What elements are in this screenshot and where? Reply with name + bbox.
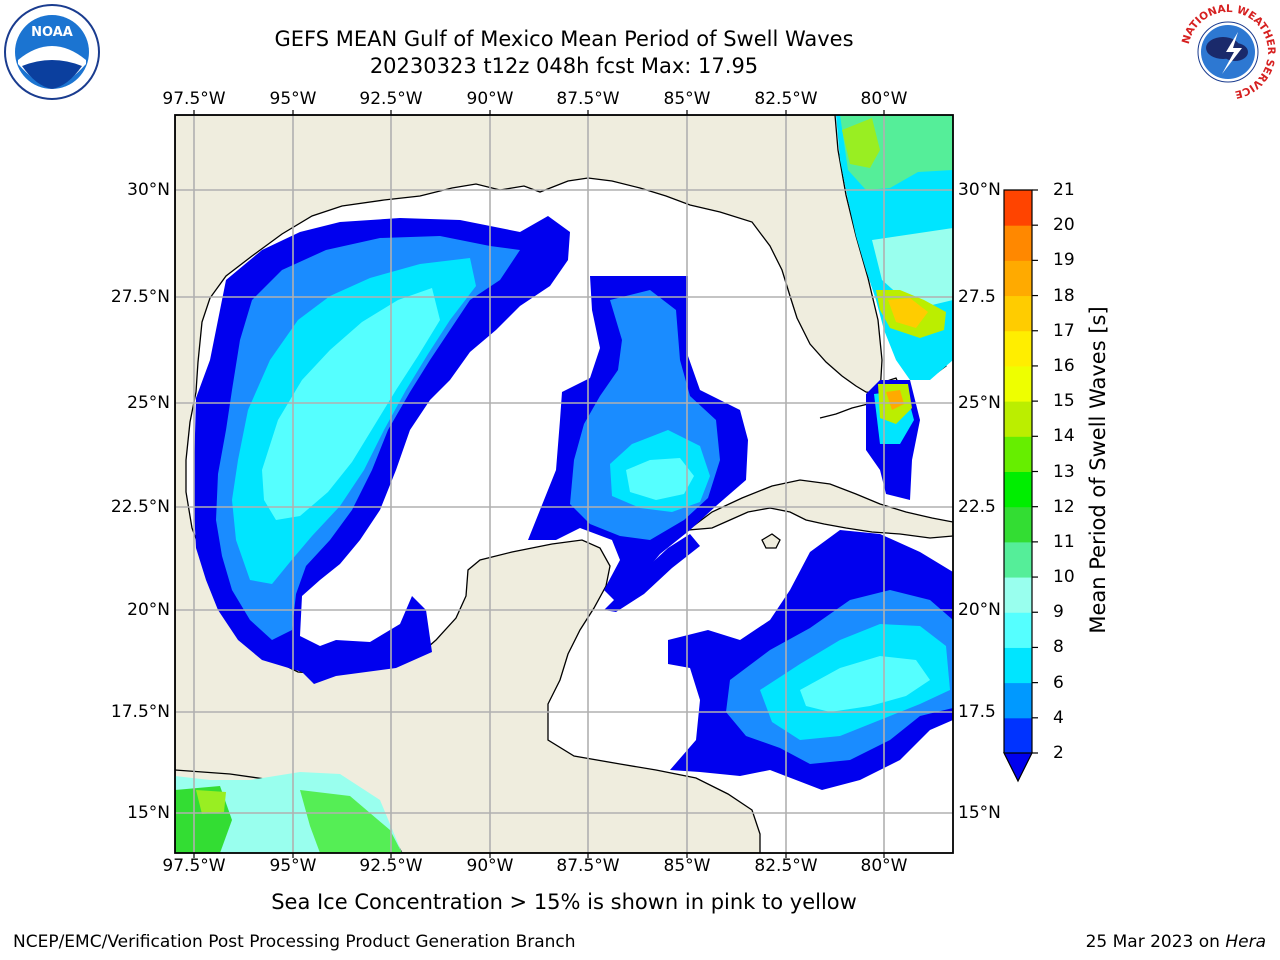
lon-label-top: 85°W bbox=[663, 89, 711, 109]
colorbar-tick-label: 9 bbox=[1053, 602, 1064, 623]
credit-host: Hera bbox=[1225, 932, 1266, 952]
swell-band-pacific-13 bbox=[196, 790, 226, 814]
lat-label-right: 27.5 bbox=[958, 287, 996, 307]
lat-label-right: 20°N bbox=[958, 600, 1001, 620]
swell-band-2-channel bbox=[604, 534, 700, 612]
colorbar-segment bbox=[1004, 682, 1032, 719]
lon-label-bottom: 92.5°W bbox=[359, 856, 423, 876]
colorbar-segment bbox=[1004, 295, 1032, 332]
colorbar-segment bbox=[1004, 401, 1032, 437]
colorbar-tick-label: 17 bbox=[1053, 320, 1075, 341]
land-cuba bbox=[685, 479, 953, 539]
swell-band-8-east bbox=[626, 458, 694, 500]
colorbar-segment bbox=[1004, 471, 1032, 508]
colorbar-segment bbox=[1004, 577, 1032, 613]
colorbar-tick-label: 13 bbox=[1053, 461, 1075, 482]
swell-field bbox=[175, 115, 953, 853]
lat-label-right: 15°N bbox=[958, 803, 1001, 823]
lon-label-top: 92.5°W bbox=[359, 89, 423, 109]
colorbar-segment bbox=[1004, 717, 1032, 754]
colorbar-tick-label: 21 bbox=[1053, 180, 1075, 200]
colorbar-tick-label: 10 bbox=[1053, 567, 1075, 588]
map-frame bbox=[174, 114, 954, 854]
swell-band-caribbean-8 bbox=[800, 656, 930, 712]
swell-band-straits-17 bbox=[886, 390, 904, 410]
colorbar-tick-label: 18 bbox=[1053, 285, 1075, 306]
colorbar-segment bbox=[1004, 541, 1032, 578]
lon-label-bottom: 95°W bbox=[269, 856, 317, 876]
colorbar-segment bbox=[1004, 436, 1032, 472]
noaa-logo: NOAA bbox=[2, 2, 102, 102]
colorbar-segment bbox=[1004, 647, 1032, 684]
graticule bbox=[175, 115, 953, 853]
swell-band-atlantic-9 bbox=[872, 228, 953, 306]
chart-subtitle: 20230323 t12z 048h fcst Max: 17.95 bbox=[369, 54, 759, 78]
lon-label-bottom: 87.5°W bbox=[556, 856, 620, 876]
lat-label-left: 25°N bbox=[127, 393, 170, 413]
colorbar-extend-arrow bbox=[1003, 752, 1033, 783]
lon-label-bottom: 85°W bbox=[663, 856, 711, 876]
colorbar-tick-label: 16 bbox=[1053, 355, 1075, 376]
colorbar-tick-label: 14 bbox=[1053, 426, 1075, 447]
lon-label-top: 80°W bbox=[860, 89, 908, 109]
lat-label-left: 20°N bbox=[127, 600, 170, 620]
lon-label-bottom: 97.5°W bbox=[162, 856, 226, 876]
lon-label-top: 82.5°W bbox=[754, 89, 818, 109]
lat-label-right: 17.5 bbox=[958, 702, 996, 722]
lat-label-right: 22.5 bbox=[958, 497, 996, 517]
colorbar-tick-label: 12 bbox=[1053, 496, 1075, 517]
colorbar-tick-label: 20 bbox=[1053, 215, 1075, 236]
lon-label-top: 90°W bbox=[466, 89, 514, 109]
noaa-logo-text: NOAA bbox=[31, 25, 73, 40]
colorbar-segment bbox=[1004, 190, 1032, 226]
swell-band-atlantic-13 bbox=[842, 118, 880, 168]
land-isla-juventud bbox=[761, 533, 781, 549]
swell-band-8-west bbox=[262, 288, 440, 520]
colorbar-tick-label: 11 bbox=[1053, 531, 1075, 552]
credit-date-text: 25 Mar 2023 on bbox=[1085, 932, 1220, 952]
colorbar-segment bbox=[1004, 330, 1032, 367]
nws-logo: NATIONAL WEATHER SERVICE bbox=[1178, 2, 1278, 102]
lat-label-right: 25°N bbox=[958, 393, 1001, 413]
lat-label-left: 30°N bbox=[127, 180, 170, 200]
lat-label-right: 30°N bbox=[958, 180, 1001, 200]
colorbar-label: Mean Period of Swell Waves [s] bbox=[1086, 306, 1110, 634]
swell-band-atlantic-16 bbox=[888, 298, 928, 328]
lat-label-left: 27.5°N bbox=[110, 287, 170, 307]
lat-label-left: 17.5°N bbox=[110, 702, 170, 722]
lon-label-top: 95°W bbox=[269, 89, 317, 109]
lon-label-bottom: 90°W bbox=[466, 856, 514, 876]
lon-label-top: 87.5°W bbox=[556, 89, 620, 109]
map-ticks bbox=[193, 110, 885, 858]
lon-label-bottom: 80°W bbox=[860, 856, 908, 876]
credit-branch: NCEP/EMC/Verification Post Processing Pr… bbox=[13, 932, 576, 952]
credit-date: 25 Mar 2023 on Hera bbox=[1086, 932, 1266, 952]
colorbar-tick-label: 8 bbox=[1053, 637, 1064, 658]
lon-label-bottom: 82.5°W bbox=[754, 856, 818, 876]
swell-band-pacific-12 bbox=[300, 790, 402, 853]
lat-label-left: 22.5°N bbox=[110, 497, 170, 517]
colorbar-segment bbox=[1004, 225, 1032, 261]
colorbar-tick-label: 2 bbox=[1053, 743, 1064, 763]
colorbar-tick-label: 15 bbox=[1053, 391, 1075, 412]
sea-ice-note: Sea Ice Concentration > 15% is shown in … bbox=[271, 890, 857, 914]
colorbar-segment bbox=[1004, 612, 1032, 648]
chart-title: GEFS MEAN Gulf of Mexico Mean Period of … bbox=[274, 27, 854, 51]
land-florida-keys bbox=[819, 403, 869, 419]
colorbar-segment bbox=[1004, 365, 1032, 402]
colorbar-segment bbox=[1004, 260, 1032, 297]
colorbar-tick-label: 19 bbox=[1053, 250, 1075, 271]
colorbar-tick-label: 6 bbox=[1053, 672, 1064, 693]
colorbar-segment bbox=[1004, 506, 1032, 543]
colorbar bbox=[1003, 189, 1038, 783]
lon-label-top: 97.5°W bbox=[162, 89, 226, 109]
colorbar-tick-label: 4 bbox=[1053, 707, 1064, 728]
lat-label-left: 15°N bbox=[127, 803, 170, 823]
